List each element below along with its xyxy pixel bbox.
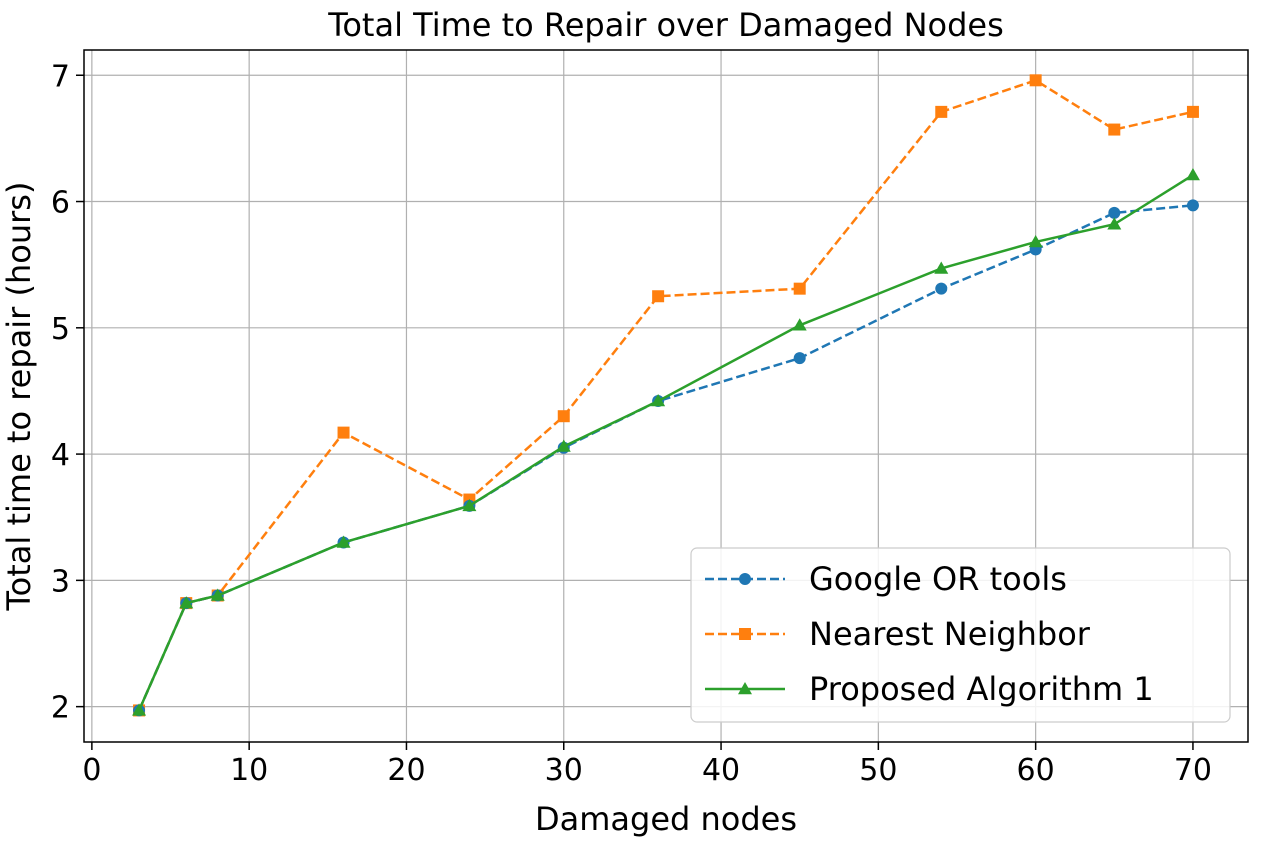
x-tick-label: 30: [545, 753, 583, 788]
legend-item: Nearest Neighbor: [705, 615, 1091, 653]
chart-title: Total Time to Repair over Damaged Nodes: [327, 6, 1004, 44]
legend-item: Google OR tools: [705, 560, 1067, 598]
legend-label: Nearest Neighbor: [809, 615, 1091, 653]
y-tick-label: 2: [51, 691, 70, 726]
data-point: [935, 282, 948, 295]
data-point: [179, 596, 194, 609]
legend: Google OR tools Nearest Neighbor Proposed …: [690, 547, 1231, 723]
data-point: [1186, 105, 1199, 118]
data-point: [652, 290, 665, 303]
y-tick-label: 4: [51, 438, 70, 473]
series-proposed-algorithm-1: [132, 168, 1200, 716]
series-line: [137, 173, 1194, 711]
ticks: 0 10 20 30 40 50 60 70 2 3 4 5 6 7: [51, 59, 1212, 788]
x-tick-label: 50: [859, 753, 897, 788]
plot-frame: [83, 49, 1249, 743]
data-point: [557, 410, 570, 423]
x-tick-label: 40: [702, 753, 740, 788]
x-tick-label: 60: [1017, 753, 1055, 788]
data-point: [793, 282, 806, 295]
data-point: [1186, 199, 1199, 212]
x-tick-label: 10: [230, 753, 268, 788]
y-axis-title: Total time to repair (hours): [0, 182, 38, 612]
data-point: [1108, 206, 1121, 219]
legend-box: [690, 547, 1231, 723]
data-point: [934, 261, 949, 274]
y-tick-label: 3: [51, 564, 70, 599]
legend-item: Proposed Algorithm 1: [705, 670, 1154, 708]
y-tick-label: 5: [51, 312, 70, 347]
data-point: [210, 588, 225, 601]
x-axis-title: Damaged nodes: [535, 800, 797, 838]
data-point: [336, 535, 351, 548]
data-point: [1185, 168, 1200, 181]
data-point: [1107, 217, 1122, 230]
legend-marker: [739, 573, 751, 585]
data-point: [792, 318, 807, 331]
data-point: [132, 703, 147, 716]
y-tick-label: 6: [51, 186, 70, 221]
y-tick-label: 7: [51, 59, 70, 94]
data-point: [935, 105, 948, 118]
legend-marker: [739, 628, 751, 640]
x-tick-label: 20: [387, 753, 425, 788]
legend-label: Proposed Algorithm 1: [809, 670, 1154, 708]
data-point: [793, 352, 806, 365]
x-tick-label: 0: [82, 753, 101, 788]
legend-label: Google OR tools: [809, 560, 1067, 598]
data-point: [1108, 123, 1121, 136]
data-point: [1028, 234, 1043, 248]
data-point: [651, 394, 666, 407]
legend-marker: [738, 682, 752, 695]
series-group: [132, 74, 1200, 717]
x-tick-label: 70: [1174, 753, 1212, 788]
data-point: [556, 439, 571, 452]
data-point: [462, 498, 477, 512]
data-point: [1029, 74, 1042, 87]
data-point: [337, 426, 350, 439]
